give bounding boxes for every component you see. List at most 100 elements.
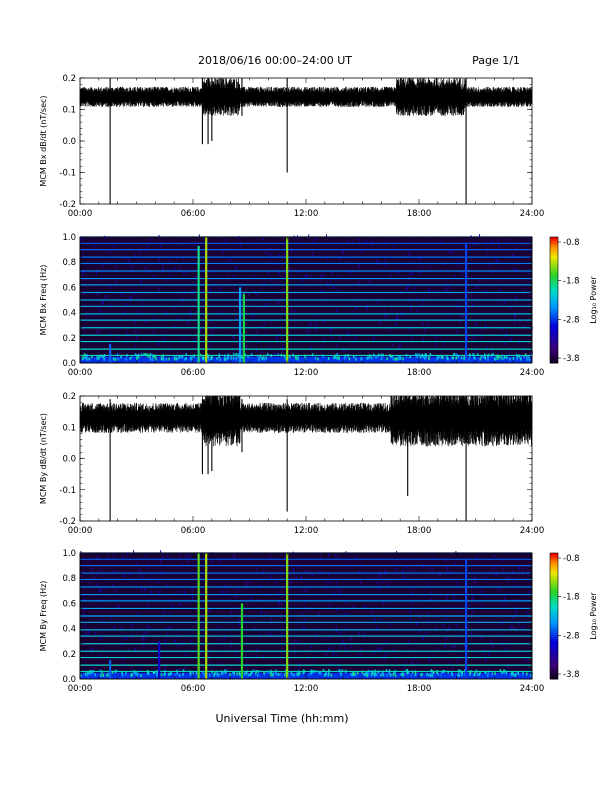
by_spec-speckle <box>515 610 517 614</box>
by_spec-speckle <box>403 665 405 669</box>
bx_spec-speckle <box>311 253 313 257</box>
bx_spec-speckle <box>295 320 297 324</box>
bx_spec-speckle <box>312 240 314 244</box>
bx_spec-speckle <box>252 314 254 318</box>
bx_spec-low-band-speckle <box>440 355 443 359</box>
by_spec-low-band-speckle <box>382 673 385 677</box>
bx_spec-speckle <box>330 335 332 339</box>
bx_spec-speckle <box>481 335 483 339</box>
bx_spec-low-band-speckle <box>120 355 122 359</box>
bx_spec-low-band-speckle <box>102 355 105 359</box>
bx_spec-speckle <box>385 314 387 318</box>
bx_spec-colorbar-swatch <box>550 276 558 280</box>
by_spec-speckle <box>250 597 252 601</box>
bx_spec-speckle <box>232 335 234 339</box>
bx_spec-speckle <box>265 332 267 336</box>
by_spec-colorbar-swatch <box>550 595 558 598</box>
bx_spec-speckle <box>376 259 378 263</box>
by_spec-low-band-speckle <box>320 671 322 675</box>
by_spec-low-band-speckle <box>414 673 417 677</box>
by_spec-colorbar-swatch <box>550 622 558 625</box>
by_spec-speckle <box>305 671 307 675</box>
bx_spec-low-band-speckle <box>366 356 368 360</box>
bx_spec-speckle <box>83 327 85 331</box>
by_spec-speckle <box>411 600 413 604</box>
by_spec-low-band-speckle <box>125 671 127 675</box>
bx_spec-colorbar-swatch <box>550 285 558 288</box>
bx_spec-low-band-speckle <box>397 355 400 359</box>
by_spec-low-band-speckle <box>302 671 304 675</box>
by_spec-speckle <box>516 583 518 587</box>
by_spec-low-band-speckle <box>440 670 443 674</box>
by_spec-speckle <box>128 648 130 652</box>
bx_spec-speckle <box>339 336 341 340</box>
by_spec-ytick-label: 0.8 <box>62 574 76 584</box>
bx_spec-speckle <box>522 288 524 292</box>
bx_spec-speckle <box>256 331 258 335</box>
panels: 00:00 06:00 12:00 18:00 24:00 0.2 0.1 0.0 -0.1 -0… <box>39 74 598 694</box>
by_spec-colorbar-swatch <box>550 630 558 634</box>
bx_spec-colorbar-swatch <box>550 258 558 261</box>
bx_spec-low-band-speckle <box>191 355 193 359</box>
bx_spec-speckle <box>102 301 104 305</box>
by_spec-speckle <box>81 571 83 575</box>
by_spec-low-band-speckle <box>356 671 359 675</box>
by_spec-low-band-speckle <box>330 673 332 677</box>
by_spec-colorbar-swatch <box>550 555 558 558</box>
bx_spec-speckle <box>159 287 161 291</box>
bx_spec-speckle <box>202 300 204 304</box>
by_spec-speckle <box>297 621 299 625</box>
by_spec-speckle <box>181 641 183 645</box>
bx_spec-speckle <box>476 286 478 290</box>
by_spec-speckle <box>168 613 170 617</box>
by_spec-speckle <box>332 591 334 595</box>
by_spec-speckle <box>137 613 139 617</box>
bx_spec-low-band-speckle <box>138 355 140 359</box>
by_spec-speckle <box>439 572 441 576</box>
bx_spec-speckle <box>513 322 515 326</box>
bx_spec-speckle <box>485 324 487 328</box>
by_spec-speckle <box>187 560 189 564</box>
by_spec-low-band-speckle <box>131 672 134 676</box>
by_spec-low-band-speckle <box>505 671 508 675</box>
by_spec-speckle <box>269 553 271 557</box>
by_spec-low-band-speckle <box>407 670 410 674</box>
by_ts-xtick-label: 24:00 <box>520 526 545 536</box>
by_spec-low-band-speckle <box>178 673 181 677</box>
bx_spec-colorbar-swatch <box>550 262 558 265</box>
by_spec-speckle <box>162 618 164 622</box>
bx_spec-speckle <box>154 342 156 346</box>
bx_spec-speckle <box>336 344 338 348</box>
bx_spec-low-band-speckle <box>402 357 404 361</box>
bx_spec-low-band-speckle <box>452 356 455 360</box>
by_spec-speckle <box>269 556 271 560</box>
by_spec-low-band-speckle <box>390 673 392 677</box>
bx_spec-low-band-speckle <box>336 356 338 360</box>
by_spec-speckle <box>178 564 180 568</box>
by_spec-speckle <box>270 574 272 578</box>
by_spec-low-band-speckle <box>263 671 265 675</box>
bx_spec-speckle <box>292 311 294 315</box>
by_spec-speckle <box>409 617 411 621</box>
bx_spec-speckle <box>158 258 160 262</box>
by_spec-low-band-speckle <box>477 673 479 677</box>
by_spec-xtick-label: 18:00 <box>407 684 432 694</box>
by_spec-speckle <box>320 556 322 560</box>
bx_spec-low-band-speckle <box>233 352 235 356</box>
bx_spec-speckle <box>109 341 111 345</box>
bx_spec-low-band-speckle <box>168 357 170 361</box>
by_spec-speckle <box>458 656 460 660</box>
bx_spec-speckle <box>255 293 257 297</box>
by_ts-ytick-label: -0.1 <box>59 486 76 496</box>
by_spec-low-band-speckle <box>440 673 442 677</box>
by_spec-speckle <box>454 562 456 566</box>
bx_spec-speckle <box>354 297 356 301</box>
bx_spec-speckle <box>512 254 514 258</box>
by_spec-speckle <box>507 665 509 669</box>
by_spec-speckle <box>144 588 146 592</box>
by_spec-speckle <box>112 584 114 588</box>
by_spec-low-band-speckle <box>410 673 413 677</box>
by_spec-speckle <box>141 637 143 641</box>
bx_spec-speckle <box>371 242 373 246</box>
bx_spec-speckle <box>317 319 319 323</box>
